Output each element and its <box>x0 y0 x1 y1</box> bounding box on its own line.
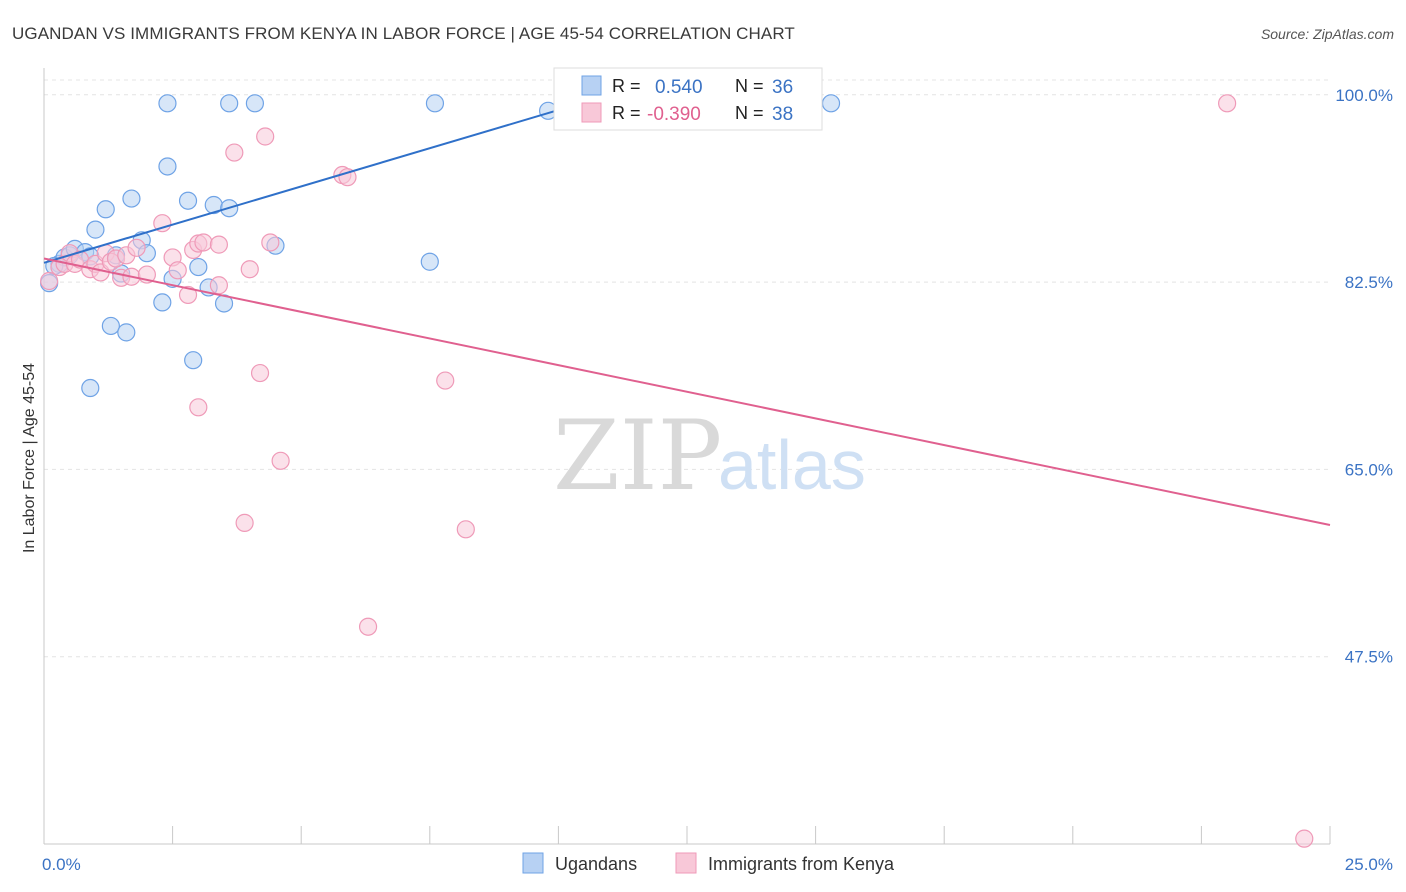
bottom-legend: Ugandans Immigrants from Kenya <box>522 852 895 874</box>
ugandans-point-7 <box>86 220 105 239</box>
kenya-point-38 <box>456 520 475 539</box>
ugandans-point-32 <box>425 94 445 113</box>
kenya-point-37 <box>436 371 455 390</box>
ugandans-point-18 <box>153 293 172 312</box>
kenya-swatch <box>581 102 602 123</box>
ugandans-point-34 <box>821 94 841 113</box>
kenya-n-label: N = <box>735 103 764 123</box>
x-tick-label-1: 25.0% <box>1345 855 1393 874</box>
chart-source: Source: ZipAtlas.com <box>1261 26 1394 42</box>
ugandans-swatch <box>581 75 602 96</box>
kenya-point-33 <box>261 233 280 252</box>
kenya-point-30 <box>250 363 270 383</box>
watermark-atlas: atlas <box>718 426 866 504</box>
ugandans-point-16 <box>81 378 100 398</box>
kenya-point-0 <box>40 271 59 291</box>
kenya-trend-line <box>43 257 1331 527</box>
y-tick-labels: 100.0% 82.5% 65.0% 47.5% <box>1335 86 1393 667</box>
legend-kenya-label: Immigrants from Kenya <box>708 854 895 874</box>
ugandans-r-label: R = <box>612 76 641 96</box>
kenya-point-29 <box>240 260 259 279</box>
kenya-point-32 <box>271 451 290 470</box>
kenya-point-14 <box>127 238 146 257</box>
kenya-point-36 <box>358 617 378 636</box>
stats-legend: R = 0.540 N = 36 R = -0.390 N = 38 <box>553 67 823 131</box>
watermark: ZIP atlas <box>553 400 866 512</box>
ugandans-n-value: 36 <box>772 77 793 98</box>
kenya-point-25 <box>189 398 208 417</box>
ugandans-point-28 <box>220 94 239 113</box>
gridlines <box>44 79 1330 658</box>
ugandans-point-21 <box>178 191 198 210</box>
kenya-point-23 <box>194 233 213 252</box>
y-tick-label-2: 65.0% <box>1345 460 1393 479</box>
ugandans-r-value: 0.540 <box>655 77 703 98</box>
ugandans-point-12 <box>117 323 136 342</box>
kenya-point-31 <box>256 127 275 146</box>
kenya-point-24 <box>209 235 228 254</box>
ugandans-point-29 <box>245 94 265 113</box>
kenya-point-27 <box>225 143 244 162</box>
ugandans-point-8 <box>96 200 115 219</box>
kenya-point-39 <box>1218 94 1237 113</box>
ugandans-point-13 <box>122 189 141 208</box>
ugandans-point-23 <box>189 257 208 277</box>
kenya-point-20 <box>178 285 198 305</box>
kenya-point-19 <box>168 261 187 280</box>
kenya-r-label: R = <box>612 103 641 123</box>
chart-title: UGANDAN VS IMMIGRANTS FROM KENYA IN LABO… <box>12 24 795 43</box>
x-axis-ticks <box>43 826 1331 844</box>
legend-ugandans-swatch <box>522 852 544 874</box>
y-tick-label-0: 100.0% <box>1335 86 1393 105</box>
kenya-r-value: -0.390 <box>647 104 701 125</box>
ugandans-point-22 <box>184 351 203 370</box>
ugandans-point-31 <box>420 252 439 271</box>
y-tick-label-1: 82.5% <box>1345 273 1393 292</box>
kenya-point-26 <box>209 276 228 295</box>
watermark-zip: ZIP <box>553 400 722 512</box>
ugandans-point-9 <box>101 316 120 336</box>
x-tick-labels: 0.0% 25.0% <box>42 855 1393 874</box>
scatter-points <box>40 94 1314 848</box>
legend-kenya-swatch <box>675 852 697 874</box>
kenya-point-17 <box>153 214 172 233</box>
kenya-n-value: 38 <box>772 104 793 125</box>
y-tick-label-3: 47.5% <box>1345 648 1393 667</box>
ugandans-point-17 <box>158 157 177 176</box>
y-axis-label: In Labor Force | Age 45-54 <box>21 363 38 553</box>
legend-ugandans-label: Ugandans <box>555 854 637 874</box>
ugandans-point-19 <box>158 94 177 113</box>
kenya-point-40 <box>1295 829 1314 848</box>
x-tick-label-0: 0.0% <box>42 855 81 874</box>
ugandans-n-label: N = <box>735 76 764 96</box>
kenya-point-28 <box>235 513 254 532</box>
